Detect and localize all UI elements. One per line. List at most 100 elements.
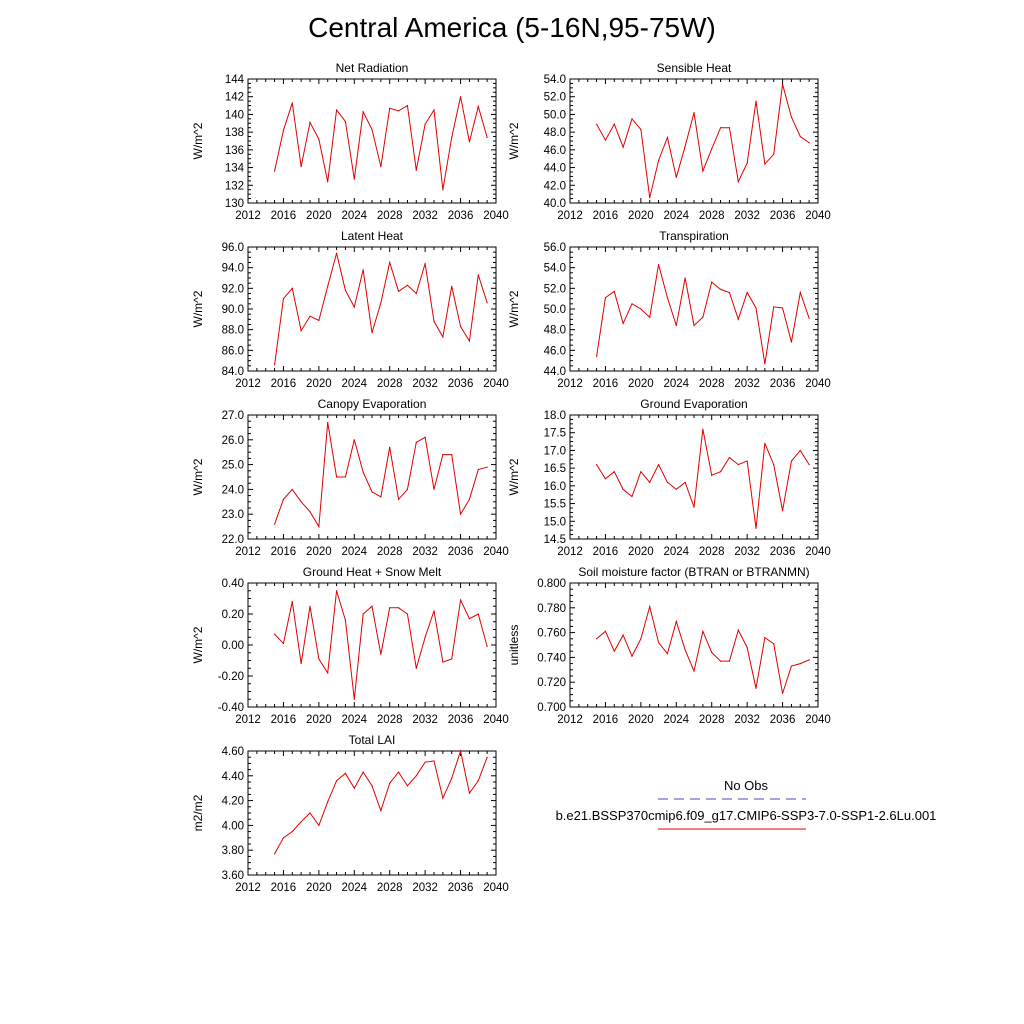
data-point bbox=[764, 363, 766, 365]
data-point bbox=[309, 121, 311, 123]
x-tick-label: 2016 bbox=[271, 546, 297, 558]
data-point bbox=[657, 641, 660, 644]
data-point bbox=[389, 446, 391, 448]
y-tick-label: 88.0 bbox=[222, 325, 244, 337]
y-tick-label: 4.00 bbox=[222, 820, 244, 832]
data-point bbox=[595, 638, 598, 640]
x-tick-label: 2024 bbox=[663, 210, 689, 222]
data-point bbox=[451, 777, 453, 779]
y-tick-label: 0.760 bbox=[537, 628, 566, 640]
y-tick-label: 3.80 bbox=[222, 845, 244, 857]
x-tick-label: 2040 bbox=[805, 210, 831, 222]
data-point bbox=[371, 491, 373, 493]
data-point bbox=[702, 630, 704, 632]
x-tick-label: 2032 bbox=[734, 210, 760, 222]
data-point bbox=[397, 110, 400, 112]
data-point bbox=[389, 782, 391, 784]
x-tick-label: 2040 bbox=[805, 714, 831, 726]
y-axis-label: W/m^2 bbox=[191, 122, 205, 159]
data-point bbox=[371, 128, 373, 131]
data-point bbox=[719, 127, 722, 129]
x-tick-label: 2036 bbox=[770, 210, 796, 222]
data-point bbox=[595, 464, 598, 466]
data-point bbox=[773, 643, 775, 645]
data-point bbox=[424, 123, 426, 125]
data-point bbox=[406, 488, 409, 490]
x-tick-label: 2024 bbox=[341, 882, 367, 894]
panel-total-lai: 2012 2016 2020 2024 2028 2032 2036 2040 3.60 3.80… bbox=[191, 733, 509, 894]
y-tick-label: 3.60 bbox=[222, 870, 244, 882]
x-tick-label: 2028 bbox=[699, 714, 725, 726]
x-tick-label: 2024 bbox=[663, 546, 689, 558]
data-point bbox=[282, 298, 285, 300]
data-point bbox=[604, 139, 607, 141]
data-point bbox=[318, 658, 320, 660]
panel-title: Total LAI bbox=[349, 733, 396, 747]
data-point bbox=[362, 613, 364, 615]
data-point bbox=[318, 319, 320, 321]
data-point bbox=[371, 605, 373, 607]
y-tick-label: 17.0 bbox=[544, 445, 566, 457]
data-point bbox=[442, 661, 444, 663]
y-tick-label: 0.780 bbox=[537, 603, 566, 615]
y-tick-label: 4.60 bbox=[222, 746, 244, 758]
plot-frame bbox=[247, 414, 497, 540]
data-point bbox=[737, 464, 739, 466]
data-point bbox=[327, 672, 329, 674]
data-point bbox=[442, 336, 444, 338]
data-point bbox=[684, 649, 686, 651]
data-point bbox=[362, 111, 364, 113]
data-point bbox=[327, 285, 329, 287]
data-point bbox=[318, 526, 320, 528]
y-tick-label: 56.0 bbox=[544, 242, 566, 254]
y-tick-label: 50.0 bbox=[544, 304, 566, 316]
data-point bbox=[790, 460, 793, 462]
panel-title: Net Radiation bbox=[336, 61, 409, 75]
x-tick-label: 2024 bbox=[341, 546, 367, 558]
x-tick-label: 2016 bbox=[271, 714, 297, 726]
data-point bbox=[353, 439, 355, 441]
figure-title: Central America (5-16N,95-75W) bbox=[308, 12, 716, 43]
data-point bbox=[273, 523, 276, 525]
data-point bbox=[773, 464, 775, 466]
x-tick-label: 2016 bbox=[593, 714, 619, 726]
data-point bbox=[486, 466, 488, 468]
data-point bbox=[353, 787, 355, 789]
data-point bbox=[424, 262, 426, 265]
x-tick-label: 2016 bbox=[271, 882, 297, 894]
data-point bbox=[755, 307, 757, 309]
x-tick-label: 2028 bbox=[699, 210, 725, 222]
x-tick-label: 2016 bbox=[593, 378, 619, 390]
x-tick-label: 2040 bbox=[483, 210, 509, 222]
data-point bbox=[344, 772, 347, 774]
data-point bbox=[781, 692, 784, 694]
data-point bbox=[406, 104, 409, 107]
data-point bbox=[649, 481, 651, 483]
y-tick-label: 86.0 bbox=[222, 345, 244, 357]
legend-label-no-obs: No Obs bbox=[723, 778, 769, 793]
data-point bbox=[657, 263, 660, 266]
data-point bbox=[442, 454, 444, 456]
data-point bbox=[433, 320, 435, 322]
y-axis-label: W/m^2 bbox=[507, 290, 521, 327]
y-tick-label: 0.720 bbox=[537, 677, 566, 689]
x-tick-label: 2024 bbox=[341, 210, 367, 222]
x-tick-label: 2016 bbox=[593, 210, 619, 222]
data-point bbox=[477, 274, 479, 276]
panel-canopy-evaporation: 2012 2016 2020 2024 2028 2032 2036 2040 22.0 23.0… bbox=[191, 397, 509, 558]
data-point bbox=[397, 607, 400, 609]
panel-title: Latent Heat bbox=[341, 229, 404, 243]
data-point bbox=[746, 162, 748, 164]
y-tick-label: 24.0 bbox=[222, 484, 244, 496]
x-tick-label: 2012 bbox=[235, 378, 261, 390]
data-point bbox=[344, 289, 347, 291]
data-point bbox=[666, 653, 669, 655]
series-line-transpiration bbox=[596, 264, 810, 364]
plot-frame bbox=[247, 582, 497, 708]
data-point bbox=[719, 660, 722, 662]
data-point bbox=[389, 607, 391, 609]
x-tick-label: 2036 bbox=[448, 714, 474, 726]
data-point bbox=[389, 261, 391, 264]
x-tick-label: 2032 bbox=[412, 210, 438, 222]
